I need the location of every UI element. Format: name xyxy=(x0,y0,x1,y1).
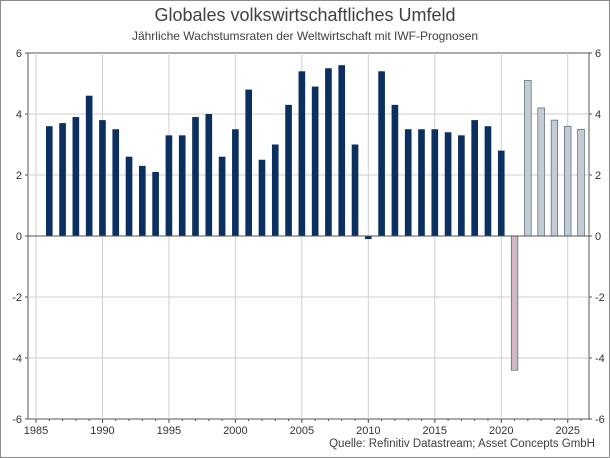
y-tick-label-right: -4 xyxy=(595,353,605,365)
y-tick-label-right: 6 xyxy=(595,48,601,60)
bar-2006 xyxy=(311,86,319,236)
bar-2026 xyxy=(577,128,585,237)
y-tick-label-left: -4 xyxy=(12,353,22,365)
y-tick-label-left: 0 xyxy=(16,231,22,243)
y-tick-label-left: 4 xyxy=(16,109,22,121)
x-tick-label: 2000 xyxy=(223,425,247,437)
x-tick-label: 2025 xyxy=(555,425,579,437)
y-tick-label-left: -6 xyxy=(12,414,22,426)
y-tick-label-right: 2 xyxy=(595,170,601,182)
bar-2003 xyxy=(271,144,279,236)
bar-2008 xyxy=(338,65,346,236)
bar-2018 xyxy=(471,120,478,236)
bar-1997 xyxy=(192,117,199,236)
bar-2024 xyxy=(550,119,559,237)
bar-1998 xyxy=(205,114,213,236)
bar-2001 xyxy=(245,89,253,236)
bar-2011 xyxy=(378,71,385,236)
bar-2000 xyxy=(232,129,239,236)
chart-title: Globales volkswirtschaftliches Umfeld xyxy=(154,5,456,25)
bar-1986 xyxy=(45,126,53,236)
bar-1992 xyxy=(125,156,133,236)
bar-2015 xyxy=(431,129,439,236)
x-tick-label: 2020 xyxy=(489,425,513,437)
bar-2010 xyxy=(364,236,372,240)
chart-source: Quelle: Refinitiv Datastream; Asset Conc… xyxy=(329,438,595,450)
y-tick-label-right: -2 xyxy=(595,292,605,304)
x-tick-label: 1985 xyxy=(24,425,48,437)
bar-1996 xyxy=(178,135,186,236)
bar-2009 xyxy=(351,144,359,236)
bar-2012 xyxy=(391,104,399,236)
bar-1991 xyxy=(112,129,120,236)
bar-2016 xyxy=(444,132,452,236)
bar-1993 xyxy=(139,165,146,236)
bar-2020 xyxy=(497,150,505,236)
bar-2021 xyxy=(510,235,519,371)
bar-2019 xyxy=(484,126,492,236)
y-tick-label-right: 4 xyxy=(595,109,601,121)
bar-1999 xyxy=(218,156,226,236)
bar-2025 xyxy=(564,125,572,237)
y-tick-label-left: -2 xyxy=(12,292,22,304)
bar-2013 xyxy=(404,129,412,236)
bar-2023 xyxy=(537,107,545,237)
bar-2005 xyxy=(298,71,306,236)
bar-2004 xyxy=(285,104,292,236)
bar-1990 xyxy=(99,120,106,236)
x-tick-label: 1990 xyxy=(90,425,114,437)
chart-subtitle: Jährliche Wachstumsraten der Weltwirtsch… xyxy=(131,29,479,43)
bar-2014 xyxy=(418,129,425,236)
y-tick-label-left: 6 xyxy=(16,48,22,60)
bar-2007 xyxy=(325,68,332,236)
bar-2022 xyxy=(524,80,532,237)
bar-1994 xyxy=(152,171,159,236)
x-tick-label: 2015 xyxy=(423,425,447,437)
bar-2017 xyxy=(458,135,465,236)
x-tick-label: 2005 xyxy=(290,425,314,437)
y-tick-label-right: -6 xyxy=(595,414,605,426)
x-tick-label: 1995 xyxy=(157,425,181,437)
bar-1995 xyxy=(165,135,173,236)
bar-1987 xyxy=(59,123,66,236)
bar-1989 xyxy=(85,95,93,236)
x-tick-label: 2010 xyxy=(356,425,380,437)
bar-1988 xyxy=(72,117,80,236)
bar-2002 xyxy=(258,159,266,236)
y-tick-label-right: 0 xyxy=(595,231,601,243)
y-tick-label-left: 2 xyxy=(16,170,22,182)
